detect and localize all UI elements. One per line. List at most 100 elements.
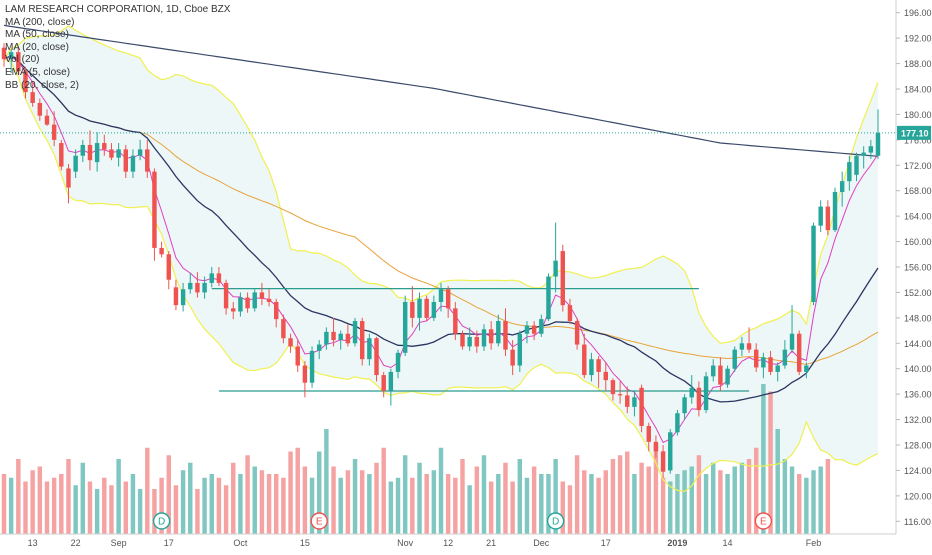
candle-body — [510, 349, 515, 366]
indicator-legend: LAM RESEARCH CORPORATION, 1D, Cboe BZX M… — [5, 4, 230, 92]
candle-body — [209, 273, 214, 283]
event-marker-circle — [546, 512, 565, 530]
candle-body — [546, 276, 551, 320]
bollinger-lower-line — [3, 58, 879, 493]
time-tick-label: 17 — [164, 538, 174, 548]
event-marker-circle — [310, 512, 328, 530]
candle-body — [274, 301, 279, 320]
event-marker-label: E — [760, 517, 767, 528]
candle-body — [646, 425, 651, 442]
candle-body — [625, 395, 630, 407]
volume-bar — [804, 477, 809, 534]
candle-body — [703, 376, 709, 411]
volume-bar — [188, 462, 193, 534]
candle-body — [195, 282, 200, 293]
price-tick-label: 188.00 — [904, 59, 932, 69]
candle-body — [796, 333, 802, 372]
volume-bar — [775, 429, 780, 534]
legend-item-ma50[interactable]: MA (50, close) — [5, 29, 69, 41]
time-tick-label: 15 — [300, 538, 310, 548]
volume-bar — [23, 481, 28, 534]
volume-bar — [37, 466, 43, 534]
volume-bar — [231, 462, 236, 534]
candle-body — [660, 451, 666, 472]
volume-bar — [539, 474, 544, 534]
candle-body — [653, 441, 659, 452]
price-tick-label: 164.00 — [904, 212, 932, 222]
volume-bar — [553, 459, 558, 534]
volume-bar — [675, 474, 680, 534]
legend-item-ma200[interactable]: MA (200, close) — [5, 16, 75, 28]
volume-bar — [238, 474, 243, 534]
volume-bar — [574, 455, 580, 534]
candle-body — [424, 298, 429, 318]
price-tick-label: 140.00 — [904, 364, 932, 374]
symbol-title[interactable]: LAM RESEARCH CORPORATION, 1D, Cboe BZX — [5, 4, 231, 15]
candle-body — [223, 282, 229, 309]
price-axis-bg — [896, 0, 932, 550]
volume-bar — [696, 455, 702, 534]
volume-bar — [266, 474, 272, 534]
legend-item-ma20[interactable]: MA (20, close) — [5, 41, 69, 53]
legend-item-volume[interactable]: Vol (20) — [5, 54, 40, 66]
volume-bar — [159, 477, 164, 534]
volume-bar — [531, 466, 537, 534]
time-tick-label: 21 — [486, 538, 496, 548]
candle-body — [875, 132, 881, 156]
candle-body — [818, 206, 823, 226]
volume-bar — [474, 466, 480, 534]
candle-body — [316, 344, 322, 351]
volume-bar — [825, 459, 831, 534]
volume-bar — [223, 485, 229, 534]
candle-body — [44, 115, 50, 125]
volume-bar — [560, 481, 566, 534]
price-tick-label: 144.00 — [904, 339, 932, 349]
candle-body — [202, 282, 207, 293]
volume-bar — [818, 466, 823, 534]
volume-bar — [567, 485, 573, 534]
event-marker-label: E — [316, 517, 323, 528]
volume-bar — [16, 459, 21, 534]
volume-bar — [796, 474, 802, 534]
candle-body — [639, 387, 644, 426]
candle-body — [553, 260, 558, 277]
ma20-line — [3, 54, 879, 403]
volume-bar — [402, 455, 408, 534]
price-tick-label: 116.00 — [904, 517, 931, 527]
bollinger-upper-line — [3, 25, 879, 344]
volume-bar — [288, 451, 293, 534]
candle-body — [309, 350, 315, 383]
candle-body — [16, 52, 21, 72]
price-tick-label: 196.00 — [904, 8, 932, 18]
candle-body — [574, 321, 580, 345]
price-tick-label: 184.00 — [904, 85, 932, 95]
candle-body — [675, 413, 680, 433]
time-tick-label: Dec — [533, 538, 550, 548]
candle-body — [539, 319, 544, 334]
candle-body — [610, 380, 616, 395]
volume-bar — [316, 451, 322, 534]
candle-body — [467, 336, 472, 347]
candle-body — [159, 247, 164, 255]
legend-item-ema5[interactable]: EMA (5, close) — [5, 66, 71, 78]
volume-bar — [789, 466, 795, 534]
volume-bar — [137, 489, 143, 534]
candle-body — [761, 357, 766, 368]
candle-body — [711, 365, 716, 377]
legend-item-bollinger[interactable]: BB (20, close, 2) — [5, 79, 79, 91]
volume-bar — [51, 477, 57, 534]
volume-bar — [331, 466, 336, 534]
candle-body — [259, 292, 265, 299]
volume-bar — [202, 477, 207, 534]
candle-body — [345, 333, 351, 344]
last-price-label: 177.10 — [901, 128, 929, 138]
volume-bar — [753, 447, 759, 534]
price-tick-label: 120.00 — [904, 491, 932, 501]
volume-bar — [496, 474, 501, 534]
candle-body — [73, 155, 78, 172]
candle-body — [589, 359, 594, 376]
volume-bar — [1, 474, 7, 534]
candle-body — [395, 352, 401, 372]
volume-bar — [510, 481, 515, 534]
